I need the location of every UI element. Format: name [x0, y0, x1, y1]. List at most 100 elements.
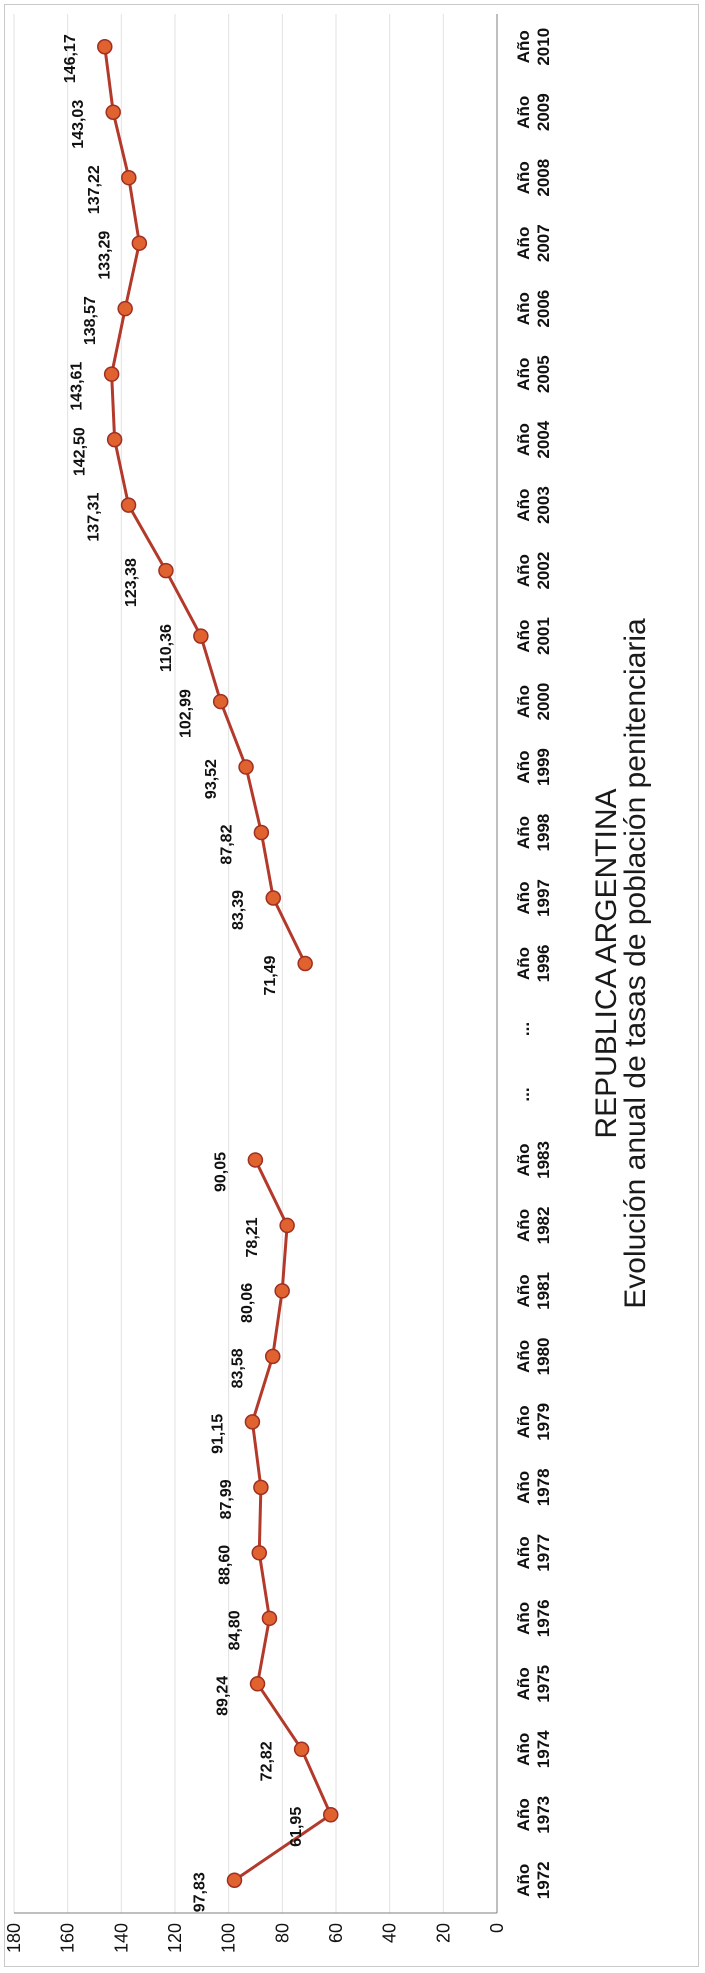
- data-point: [251, 1545, 268, 1561]
- data-label: 143,03: [70, 100, 87, 149]
- data-label: 133,29: [96, 231, 113, 280]
- y-tick-label: 100: [219, 1923, 239, 1953]
- data-label: 146,17: [62, 34, 79, 83]
- data-label: 97,83: [191, 1872, 208, 1912]
- x-tick-label: Año1980: [514, 1337, 553, 1375]
- x-tick-label: Año1975: [514, 1665, 553, 1703]
- data-point: [244, 1414, 261, 1430]
- data-label: 90,05: [212, 1152, 229, 1192]
- data-point: [103, 366, 120, 382]
- y-tick-label: 40: [380, 1923, 400, 1943]
- y-tick-label: 140: [111, 1923, 131, 1953]
- data-point: [261, 1610, 278, 1627]
- x-tick-label: Año2007: [514, 224, 553, 262]
- x-tick-label: Año1974: [514, 1730, 553, 1768]
- x-tick-label: Año2003: [514, 486, 553, 524]
- x-tick-label: Año1982: [514, 1207, 553, 1245]
- y-tick-label: 20: [433, 1923, 453, 1943]
- data-label: 123,38: [123, 558, 140, 607]
- data-label: 93,52: [203, 759, 220, 799]
- x-tick-label: Año2000: [514, 683, 553, 721]
- y-axis: 0 20 40 60 80 100 120 140 160 180: [4, 1912, 507, 1953]
- data-point: [297, 955, 313, 972]
- x-tick-label: Año1981: [514, 1272, 553, 1310]
- data-label: 143,61: [69, 362, 86, 411]
- data-point: [253, 1479, 269, 1496]
- data-label: 83,39: [230, 890, 247, 930]
- x-tick-label: Año2004: [514, 420, 553, 458]
- data-point: [323, 1807, 339, 1823]
- x-tick-label: Año2008: [514, 159, 553, 197]
- data-label: 138,57: [82, 296, 99, 345]
- x-tick-label: ...: [514, 1087, 533, 1101]
- data-label: 80,06: [239, 1283, 256, 1323]
- data-point: [106, 431, 123, 448]
- data-label: 110,36: [158, 624, 175, 672]
- data-point: [193, 628, 209, 644]
- x-tick-label: Año1973: [514, 1796, 553, 1834]
- data-point: [131, 235, 148, 251]
- data-label: 78,21: [244, 1217, 261, 1257]
- x-tick-label: Año1977: [514, 1534, 553, 1572]
- y-tick-label: 120: [165, 1923, 185, 1953]
- x-tick-label: Año1999: [514, 748, 553, 786]
- y-tick-label: 60: [326, 1923, 346, 1943]
- chart-subtitle: REPUBLICA ARGENTINA: [590, 788, 623, 1138]
- y-tick-label: 180: [5, 1923, 24, 1953]
- data-point: [105, 104, 121, 120]
- data-point: [253, 824, 270, 841]
- data-point: [249, 1676, 266, 1692]
- data-point: [158, 562, 174, 579]
- data-label: 88,60: [216, 1545, 233, 1585]
- x-tick-label: Año1972: [514, 1861, 553, 1899]
- series-line: [233, 1159, 333, 1882]
- chart-svg: Evolución anual de tasas de población pe…: [4, 14, 652, 1953]
- chart-title: Evolución anual de tasas de población pe…: [619, 618, 652, 1309]
- data-label: 142,50: [72, 427, 89, 476]
- x-tick-label: Año2002: [514, 552, 553, 590]
- x-tick-label: Año2005: [514, 355, 553, 393]
- x-tick-label: Año1979: [514, 1403, 553, 1441]
- data-label: 72,82: [259, 1741, 276, 1781]
- x-tick-label: Año1976: [514, 1599, 553, 1637]
- data-label: 137,22: [86, 165, 103, 214]
- data-point: [212, 693, 229, 710]
- data-point: [226, 1872, 243, 1889]
- data-label: 102,99: [178, 689, 195, 738]
- x-tick-label: Año1996: [514, 945, 553, 983]
- x-tick-label: Año1998: [514, 814, 553, 852]
- data-label: 91,15: [209, 1414, 226, 1454]
- data-labels: 97,83 61,95 72,82 89,24 84,80 88,60 87,99 91,15…: [62, 34, 305, 1912]
- data-label: 61,95: [288, 1807, 305, 1847]
- data-label: 87,99: [218, 1479, 235, 1519]
- series: [97, 38, 339, 1889]
- data-label: 87,82: [218, 824, 235, 864]
- data-point: [97, 38, 113, 55]
- y-tick-label: 160: [58, 1923, 78, 1953]
- x-tick-label: Año1983: [514, 1141, 553, 1179]
- x-tick-label: Año1978: [514, 1468, 553, 1506]
- data-point: [120, 497, 137, 513]
- gridlines: [13, 14, 498, 1913]
- data-point: [274, 1283, 290, 1299]
- data-point: [238, 759, 254, 775]
- y-tick-label: 0: [487, 1923, 507, 1933]
- data-point: [279, 1217, 295, 1234]
- x-tick-label: Año1997: [514, 879, 553, 917]
- data-point: [121, 169, 137, 186]
- data-point: [265, 890, 281, 906]
- x-tick-label: Año2006: [514, 290, 553, 328]
- data-point: [293, 1741, 310, 1758]
- chart-frame: Evolución anual de tasas de población pe…: [4, 4, 699, 1967]
- data-label: 83,58: [230, 1348, 247, 1388]
- data-label: 137,31: [86, 493, 103, 542]
- data-point: [264, 1348, 281, 1365]
- y-tick-label: 80: [272, 1923, 292, 1943]
- x-tick-label: Año2010: [514, 28, 553, 66]
- data-label: 89,24: [215, 1676, 232, 1716]
- data-point: [117, 300, 133, 317]
- data-label: 71,49: [262, 955, 279, 995]
- x-tick-label: Año2001: [514, 617, 553, 655]
- data-point: [247, 1152, 264, 1168]
- x-tick-label: ...: [514, 1022, 533, 1036]
